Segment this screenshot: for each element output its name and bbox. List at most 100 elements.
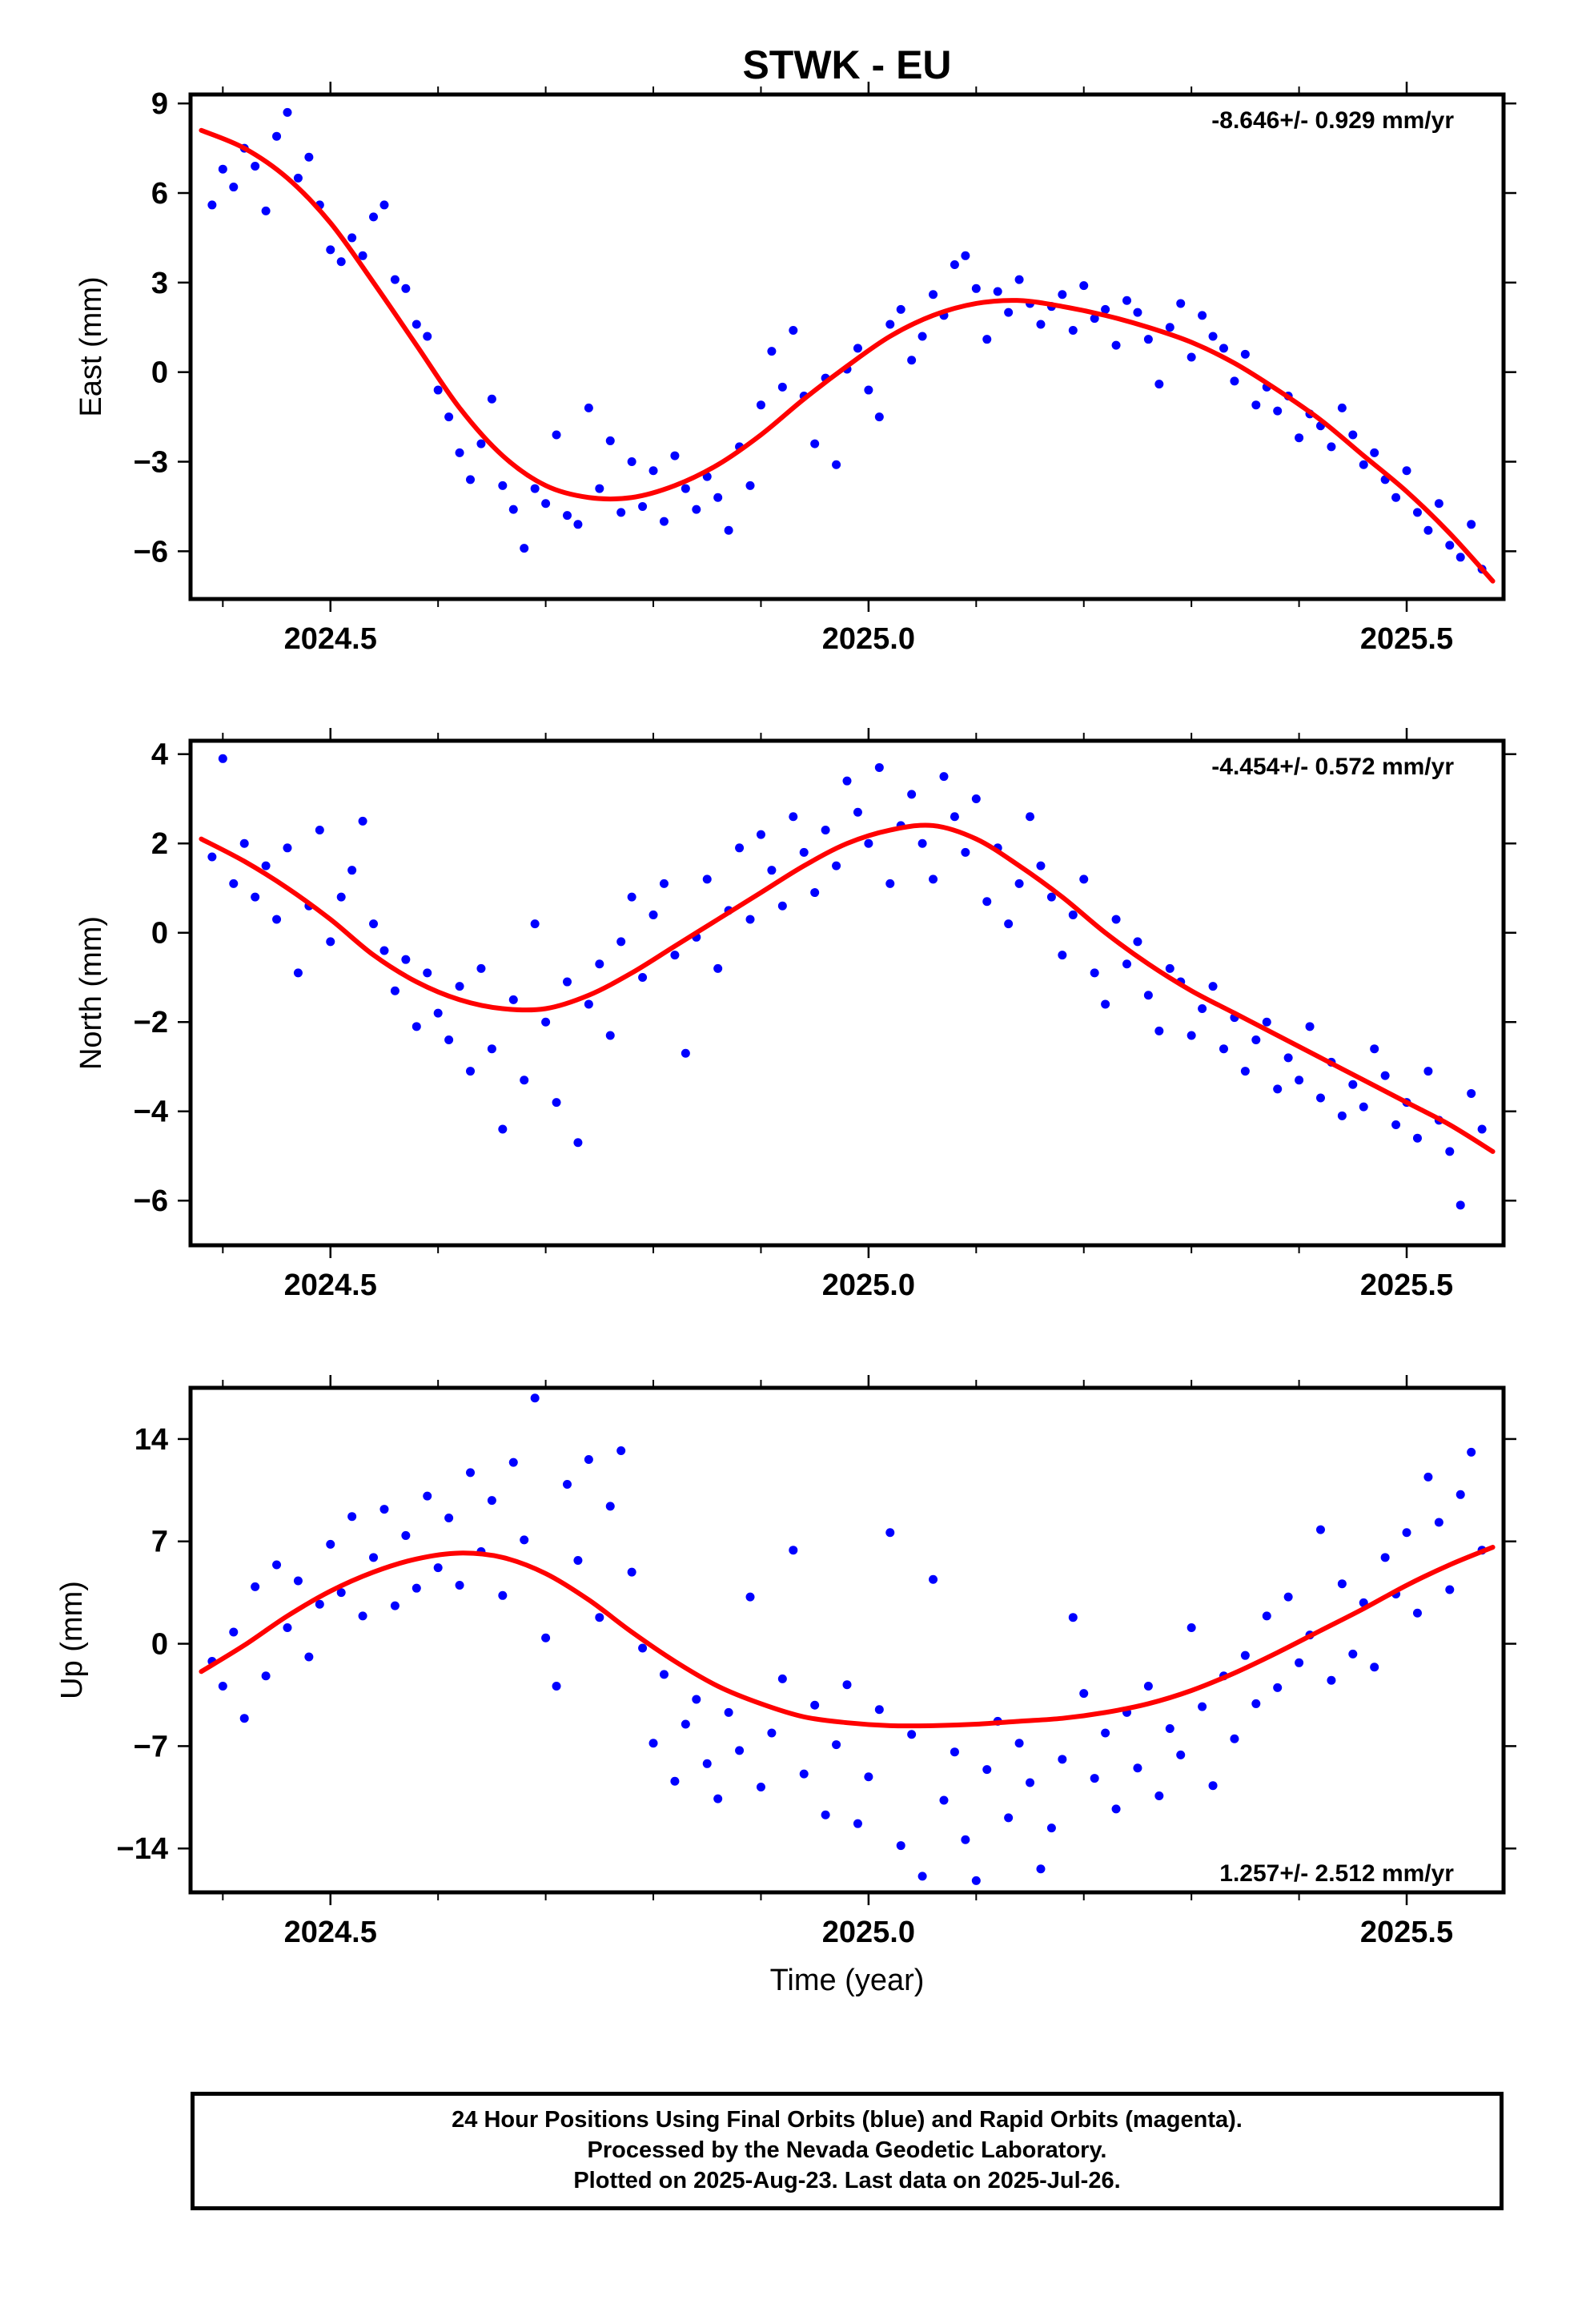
- up-data-point: [1186, 1622, 1196, 1632]
- east-data-point: [1133, 308, 1142, 317]
- east-data-point: [1143, 335, 1153, 344]
- east-data-point: [1467, 520, 1476, 529]
- east-data-point: [961, 251, 970, 260]
- north-data-point: [401, 955, 411, 964]
- north-data-point: [659, 879, 669, 888]
- north-data-point: [1014, 879, 1024, 888]
- north-data-point: [358, 816, 367, 826]
- up-data-point: [724, 1707, 733, 1717]
- north-data-point: [670, 951, 680, 960]
- up-data-point: [1337, 1579, 1347, 1589]
- north-data-point: [810, 888, 820, 898]
- up-data-point: [605, 1502, 615, 1511]
- up-data-point: [1068, 1613, 1078, 1622]
- up-ytick-label: 0: [151, 1628, 168, 1662]
- north-data-point: [1348, 1080, 1358, 1089]
- north-data-point: [1445, 1147, 1455, 1156]
- up-data-point: [659, 1670, 669, 1679]
- east-data-point: [358, 251, 367, 260]
- up-data-point: [842, 1680, 852, 1690]
- up-data-point: [1434, 1518, 1443, 1527]
- north-ytick-label: −4: [134, 1096, 168, 1129]
- east-data-point: [1154, 380, 1164, 389]
- north-data-point: [627, 892, 636, 902]
- up-fit-curve: [199, 1545, 1496, 1729]
- north-data-point: [1111, 915, 1121, 924]
- east-data-point: [336, 257, 346, 267]
- east-data-point: [1079, 281, 1089, 291]
- north-data-point: [799, 847, 809, 857]
- north-ytick-label: −6: [134, 1184, 168, 1218]
- north-data-point: [1273, 1084, 1283, 1094]
- caption-line-3: Plotted on 2025-Aug-23. Last data on 202…: [573, 2167, 1121, 2193]
- up-data-point: [1154, 1791, 1164, 1800]
- up-data-point: [627, 1567, 636, 1577]
- east-data-point: [218, 164, 227, 174]
- north-data-point: [379, 946, 389, 955]
- north-plot-area: [199, 754, 1496, 1210]
- north-data-point: [444, 1035, 454, 1045]
- east-data-point: [745, 480, 755, 490]
- east-data-point: [1327, 442, 1336, 452]
- east-data-point: [1068, 325, 1078, 335]
- north-fit-curve: [199, 822, 1496, 1154]
- up-data-point: [315, 1599, 324, 1609]
- east-fit-curve: [199, 127, 1496, 584]
- up-data-point: [390, 1601, 400, 1610]
- caption-line-1: 24 Hour Positions Using Final Orbits (bl…: [452, 2107, 1243, 2133]
- east-data-point: [1402, 466, 1411, 476]
- east-data-point: [272, 131, 282, 141]
- east-data-point: [692, 505, 701, 514]
- north-data-point: [1026, 812, 1035, 822]
- east-ytick-label: 0: [151, 356, 168, 390]
- up-data-point: [777, 1674, 787, 1683]
- east-data-point: [1359, 460, 1368, 469]
- east-data-point: [638, 501, 648, 511]
- up-data-point: [487, 1496, 496, 1506]
- east-data-point: [853, 344, 862, 353]
- east-data-point: [1036, 320, 1046, 329]
- east-data-point: [1445, 541, 1455, 550]
- north-data-point: [520, 1076, 529, 1085]
- up-data-point: [412, 1583, 421, 1593]
- up-data-point: [347, 1512, 357, 1522]
- east-ytick-label: −6: [134, 535, 168, 569]
- north-data-point: [1380, 1071, 1390, 1080]
- east-data-point: [530, 484, 540, 493]
- up-ytick-label: 14: [135, 1423, 168, 1457]
- east-data-point: [950, 259, 959, 269]
- north-data-point: [573, 1138, 583, 1148]
- east-data-point: [1456, 553, 1465, 562]
- north-data-point: [1143, 991, 1153, 1000]
- up-data-point: [982, 1765, 992, 1775]
- east-data-point: [283, 107, 292, 117]
- north-data-point: [1198, 1004, 1207, 1014]
- east-data-point: [777, 382, 787, 392]
- east-data-point: [433, 385, 443, 395]
- up-data-point: [541, 1633, 551, 1642]
- north-data-point: [595, 959, 604, 969]
- up-data-point: [1402, 1528, 1411, 1538]
- east-data-point: [595, 484, 604, 493]
- east-data-point: [552, 430, 561, 440]
- east-data-point: [1273, 406, 1283, 416]
- north-data-point: [1251, 1035, 1261, 1045]
- up-data-point: [1283, 1592, 1293, 1602]
- east-data-point: [929, 290, 938, 300]
- east-data-point: [756, 400, 765, 410]
- north-data-point: [638, 972, 648, 982]
- east-data-point: [670, 451, 680, 460]
- east-data-point: [229, 183, 239, 192]
- up-data-point: [272, 1560, 282, 1570]
- x-axis-label: Time (year): [770, 1964, 925, 1997]
- east-data-point: [401, 283, 411, 293]
- north-data-point: [466, 1067, 476, 1076]
- north-data-point: [874, 762, 884, 772]
- east-data-point: [907, 356, 917, 365]
- east-data-point: [390, 275, 400, 284]
- up-data-point: [229, 1627, 239, 1637]
- north-data-point: [982, 897, 992, 907]
- north-data-point: [390, 986, 400, 995]
- up-data-point: [1445, 1585, 1455, 1594]
- up-data-point: [638, 1643, 648, 1653]
